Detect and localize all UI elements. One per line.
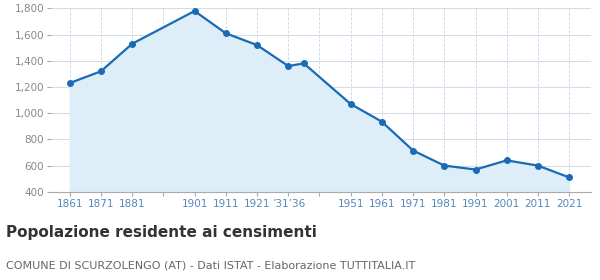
Text: Popolazione residente ai censimenti: Popolazione residente ai censimenti — [6, 225, 317, 241]
Text: COMUNE DI SCURZOLENGO (AT) - Dati ISTAT - Elaborazione TUTTITALIA.IT: COMUNE DI SCURZOLENGO (AT) - Dati ISTAT … — [6, 260, 415, 270]
